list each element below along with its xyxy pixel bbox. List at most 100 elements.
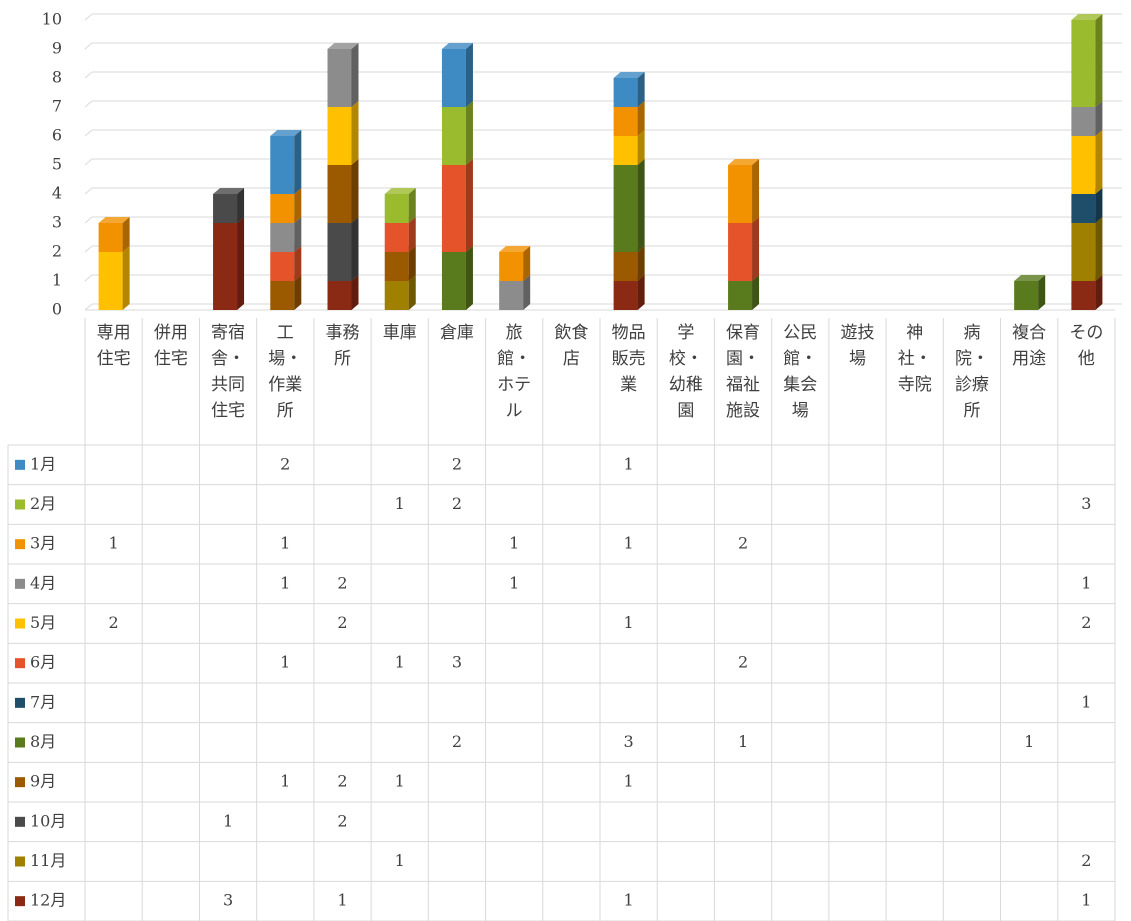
grid-line: [84, 216, 93, 224]
bar-segment: [384, 194, 409, 223]
bar-top: [98, 217, 130, 223]
bar-side-shade: [637, 159, 645, 252]
bar-side-shade: [752, 159, 760, 223]
legend-swatch: [15, 539, 25, 550]
bar-top: [1014, 275, 1046, 281]
category-cell: 寄宿舎・共同住宅: [211, 323, 245, 421]
category-cell: 複合用途: [1012, 323, 1047, 369]
bar-segment: [270, 281, 295, 310]
bar-segment: [1071, 223, 1096, 281]
bar-segment: [613, 252, 638, 281]
bar-side-shade: [294, 246, 302, 281]
category-cell: 事務所: [325, 323, 359, 369]
category-cell: 物品販売業: [612, 323, 646, 395]
bar-top-shade: [728, 159, 760, 165]
category-cell: その他: [1069, 323, 1104, 369]
y-tick-label: 5: [52, 155, 62, 174]
bar-top: [270, 130, 302, 136]
x-tick-label: 遊技場: [840, 323, 875, 369]
bar-segment: [613, 107, 638, 136]
grid-line: [84, 100, 93, 108]
bar-side: [237, 217, 245, 310]
bar-side: [351, 43, 359, 107]
category-cell: 工場・作業所: [268, 323, 303, 421]
table-value: 2: [1081, 613, 1091, 632]
category-cell: 併用住宅: [153, 323, 188, 369]
x-tick-label: 併用住宅: [153, 323, 188, 369]
bar-segment: [213, 194, 238, 223]
bar-side: [752, 159, 760, 223]
bar-side: [1095, 130, 1103, 194]
bar-side: [465, 159, 473, 252]
legend-label: 11月: [30, 851, 66, 870]
bar-top: [213, 188, 245, 194]
category-cell: 公民館・集会場: [783, 323, 817, 421]
y-tick-label: 10: [42, 10, 62, 29]
grid-line: [84, 158, 93, 166]
bar-side-shade: [752, 217, 760, 281]
bar-side-shade: [465, 159, 473, 252]
table-value: 3: [452, 653, 462, 672]
bar-side-shade: [351, 101, 359, 165]
bar-segment: [1014, 281, 1039, 310]
bar-top-shade: [613, 72, 645, 78]
bar-side-shade: [637, 101, 645, 136]
bar-side: [1095, 217, 1103, 281]
bar-segment: [98, 223, 123, 252]
bar-side: [122, 217, 130, 252]
category-cell: 車庫: [382, 323, 417, 343]
bar-side: [637, 246, 645, 281]
legend-label: 4月: [30, 573, 56, 592]
bar-side: [351, 101, 359, 165]
bar-side-shade: [523, 246, 531, 281]
bar-segment: [327, 223, 352, 281]
bar-side-shade: [465, 101, 473, 165]
y-tick-label: 8: [52, 68, 62, 87]
bar-side: [294, 275, 302, 310]
y-tick-label: 0: [52, 300, 62, 319]
bar-side: [294, 130, 302, 194]
bar-top: [384, 188, 416, 194]
x-tick-label: 飲食店: [554, 323, 589, 369]
table-value: 2: [337, 811, 347, 830]
bar-segment: [384, 252, 409, 281]
category-cell: 飲食店: [554, 323, 589, 369]
bar-segment: [728, 165, 753, 223]
bar-top: [441, 43, 473, 49]
table-value: 1: [280, 653, 290, 672]
y-tick-label: 6: [52, 126, 62, 145]
x-tick-label: 工場・作業所: [268, 323, 303, 421]
bar-segment: [728, 223, 753, 281]
table-value: 1: [109, 534, 119, 553]
bar-segment: [270, 194, 295, 223]
legend-label: 3月: [30, 534, 56, 553]
bar-segment: [613, 281, 638, 310]
table-value: 1: [1024, 732, 1034, 751]
bar-side: [637, 130, 645, 165]
category-cell: 倉庫: [440, 323, 474, 343]
bar-segment: [613, 78, 638, 107]
table-value: 1: [395, 772, 405, 791]
bar-side: [408, 246, 416, 281]
category-cell: 保育園・福祉施設: [726, 323, 760, 421]
legend-label: 9月: [30, 772, 56, 791]
x-tick-label: 複合用途: [1012, 323, 1047, 369]
bar-side-shade: [637, 246, 645, 281]
bar-side: [523, 275, 531, 310]
bar-segment: [441, 252, 466, 310]
bar-side-shade: [294, 217, 302, 252]
bar-side-shade: [408, 275, 416, 310]
bar-side: [637, 159, 645, 252]
table-value: 1: [738, 732, 748, 751]
bar-segment: [499, 252, 524, 281]
x-tick-label: 病院・診療所: [954, 323, 989, 421]
legend-swatch: [15, 737, 25, 748]
x-tick-label: その他: [1069, 323, 1104, 369]
y-tick-label: 1: [52, 271, 62, 290]
bar-segment: [441, 107, 466, 165]
legend-label: 1月: [30, 454, 56, 473]
x-tick-label: 車庫: [382, 323, 417, 343]
table-value: 2: [452, 494, 462, 513]
table-value: 1: [337, 891, 347, 910]
bar-segment: [270, 136, 295, 194]
